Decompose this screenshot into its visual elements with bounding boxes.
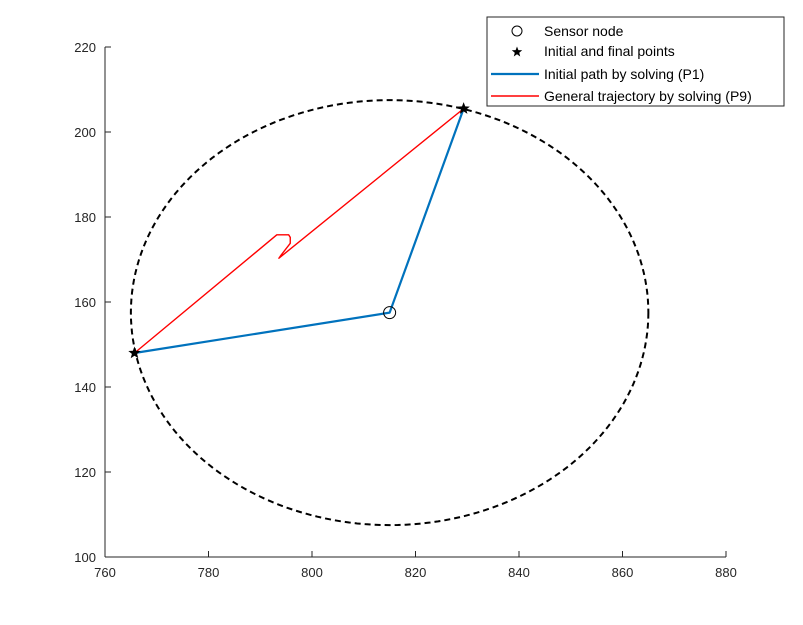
sensor-node-marker: [383, 306, 397, 320]
x-axis: 760 780 800 820 840 860 880: [94, 551, 737, 580]
legend-initial-final-points: Initial and final points: [544, 43, 675, 59]
initial-path-line: [134, 108, 465, 355]
y-tick-label: 180: [74, 210, 96, 225]
marker-layer: [128, 102, 470, 359]
legend-box: [486, 16, 785, 107]
x-tick-label: 860: [612, 565, 634, 580]
y-tick-label: 220: [74, 40, 96, 55]
legend-sensor-node: Sensor node: [544, 23, 624, 39]
trajectory-line: [134, 108, 465, 354]
x-tick-label: 820: [405, 565, 427, 580]
legend-initial-path: Initial path by solving (P1): [544, 66, 704, 82]
legend-sensor-node-marker: [511, 25, 523, 37]
legend: Sensor node Initial and final points Ini…: [486, 16, 785, 107]
boundary-circle: [129, 99, 650, 527]
final-point-marker: [457, 102, 470, 114]
x-tick-label: 840: [508, 565, 530, 580]
x-tick-label: 780: [198, 565, 220, 580]
y-tick-label: 200: [74, 125, 96, 140]
initial-point-marker: [128, 346, 141, 359]
plot-area: [128, 99, 650, 527]
x-tick-label: 760: [94, 565, 116, 580]
y-tick-label: 140: [74, 380, 96, 395]
y-axis: 100 120 140 160 180 200 220: [74, 40, 111, 565]
legend-trajectory: General trajectory by solving (P9): [544, 88, 752, 104]
legend-star-marker: [511, 46, 523, 57]
y-tick-label: 120: [74, 465, 96, 480]
y-tick-label: 160: [74, 295, 96, 310]
x-tick-label: 800: [301, 565, 323, 580]
axes-box: [104, 47, 726, 558]
x-tick-label: 880: [715, 565, 737, 580]
y-tick-label: 100: [74, 550, 96, 565]
